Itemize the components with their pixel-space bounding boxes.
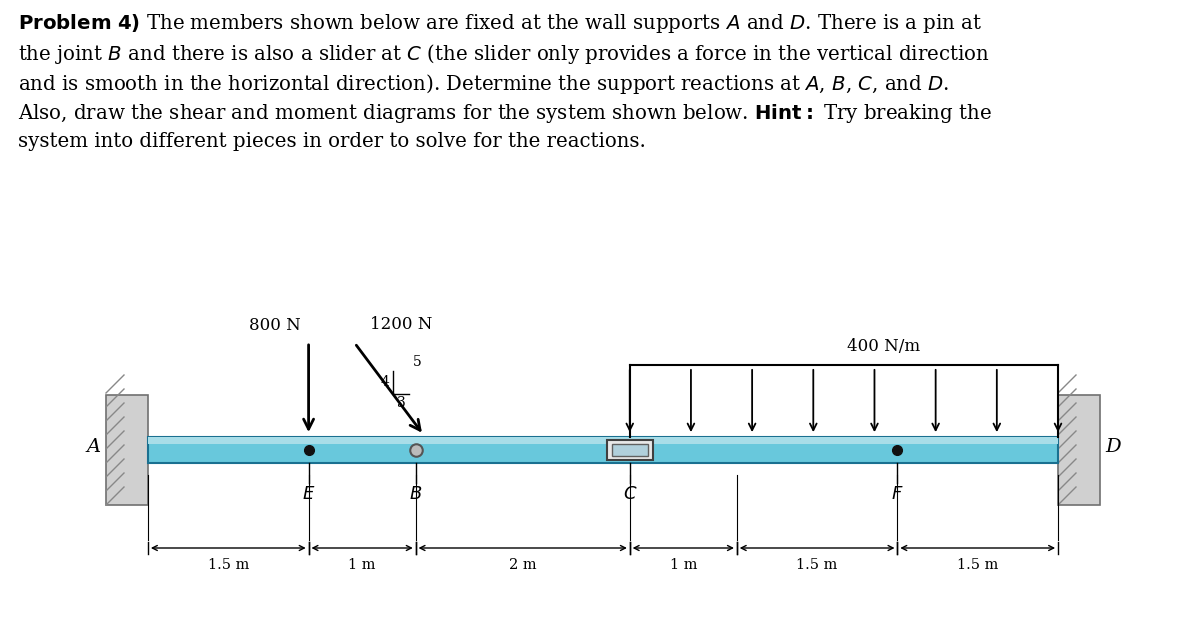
Text: 2 m: 2 m — [509, 558, 536, 572]
Bar — [148, 437, 1058, 463]
Text: D: D — [1105, 438, 1121, 456]
Bar — [148, 437, 1058, 444]
Text: 3: 3 — [397, 396, 406, 409]
Text: $B$: $B$ — [409, 485, 422, 503]
Text: 1.5 m: 1.5 m — [958, 558, 998, 572]
Text: Also, draw the shear and moment diagrams for the system shown below. $\mathbf{Hi: Also, draw the shear and moment diagrams… — [18, 102, 992, 125]
Text: the joint $B$ and there is also a slider at $C$ (the slider only provides a forc: the joint $B$ and there is also a slider… — [18, 42, 990, 66]
Text: 4: 4 — [380, 376, 390, 389]
Text: 5: 5 — [413, 355, 421, 369]
Text: $C$: $C$ — [623, 485, 637, 503]
Text: $F$: $F$ — [892, 485, 904, 503]
Text: $E$: $E$ — [302, 485, 316, 503]
Text: 1.5 m: 1.5 m — [208, 558, 248, 572]
Text: 400 N/m: 400 N/m — [847, 338, 920, 355]
Text: 1200 N: 1200 N — [370, 316, 432, 333]
Text: A: A — [86, 438, 101, 456]
Text: 1 m: 1 m — [670, 558, 697, 572]
Bar — [106, 395, 148, 505]
Text: 800 N: 800 N — [248, 317, 300, 334]
Text: 1 m: 1 m — [348, 558, 376, 572]
Text: 1.5 m: 1.5 m — [797, 558, 838, 572]
Bar — [612, 444, 648, 456]
Text: and is smooth in the horizontal direction). Determine the support reactions at $: and is smooth in the horizontal directio… — [18, 72, 949, 96]
Bar — [1058, 395, 1100, 505]
Bar — [607, 440, 653, 460]
Text: $\mathbf{Problem\ 4)}$ The members shown below are fixed at the wall supports $A: $\mathbf{Problem\ 4)}$ The members shown… — [18, 12, 983, 35]
Text: system into different pieces in order to solve for the reactions.: system into different pieces in order to… — [18, 132, 646, 151]
